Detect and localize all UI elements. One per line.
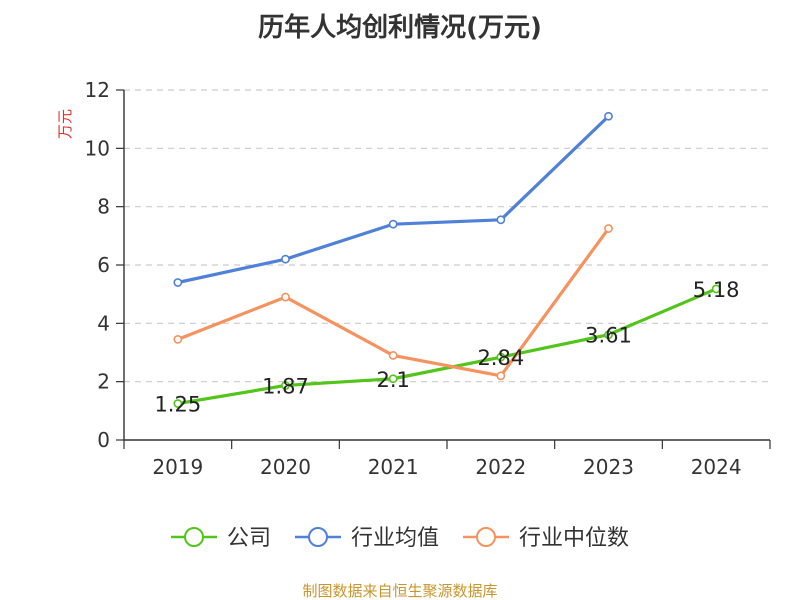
legend-label: 行业均值 (351, 526, 439, 551)
data-point (281, 254, 290, 264)
axes: 0 2 4 6 8 10 12 2019 2020 2021 2022 2023 2024 (85, 78, 771, 479)
data-labels: 1.25 1.87 2.1 2.84 3.61 5.18 (154, 278, 739, 417)
x-tick-label: 2020 (260, 455, 311, 479)
data-point (604, 330, 613, 340)
data-point (388, 351, 398, 360)
data-point (711, 284, 721, 294)
legend-item-2: 行业均值 (295, 526, 439, 551)
series-line (176, 287, 718, 406)
data-point (281, 381, 290, 390)
data-label: 3.61 (585, 324, 632, 348)
series-1 (173, 284, 721, 408)
x-tick-label: 2024 (691, 455, 742, 479)
legend-label: 行业中位数 (519, 526, 629, 551)
y-tick-label: 0 (97, 428, 110, 452)
data-label: 1.25 (154, 393, 201, 417)
legend-item-1: 公司 (171, 526, 271, 551)
series-3 (173, 224, 613, 381)
data-label: 1.87 (262, 374, 309, 398)
x-tick-label: 2022 (475, 455, 526, 479)
series-line (176, 114, 611, 285)
gridlines (124, 89, 770, 383)
data-point (604, 224, 613, 233)
y-tick-label: 6 (97, 253, 110, 277)
series-layer (173, 111, 721, 408)
data-label: 2.1 (376, 368, 409, 392)
source-note: 制图数据来自恒生聚源数据库 (302, 582, 497, 600)
legend-marker-icon (184, 527, 204, 547)
x-tick-label: 2019 (152, 455, 203, 479)
legend: 公司 行业均值 行业中位数 (171, 526, 629, 551)
y-axis-label: 万元 (56, 109, 74, 139)
legend-marker-icon (476, 527, 496, 547)
y-tick-label: 2 (97, 370, 110, 394)
data-point (604, 111, 613, 121)
legend-label: 公司 (227, 526, 271, 551)
data-point (496, 352, 506, 362)
data-point (388, 219, 398, 229)
y-tick-label: 10 (85, 136, 110, 160)
y-tick-label: 8 (97, 195, 110, 219)
legend-marker-icon (308, 527, 328, 547)
data-point (173, 399, 183, 408)
x-tick-label: 2023 (583, 455, 634, 479)
data-point (388, 374, 398, 384)
data-point (496, 215, 506, 225)
series-2 (173, 111, 613, 287)
x-tick-label: 2021 (368, 455, 419, 479)
y-tick-label: 12 (85, 78, 110, 102)
data-point (173, 278, 183, 287)
data-point (173, 334, 183, 344)
data-label: 5.18 (693, 278, 740, 302)
data-label: 2.84 (477, 346, 524, 370)
legend-item-3: 行业中位数 (463, 526, 629, 551)
data-point (496, 371, 506, 381)
chart-title: 历年人均创利情况(万元) (258, 12, 542, 43)
data-point (281, 292, 290, 302)
y-tick-label: 4 (97, 311, 110, 335)
